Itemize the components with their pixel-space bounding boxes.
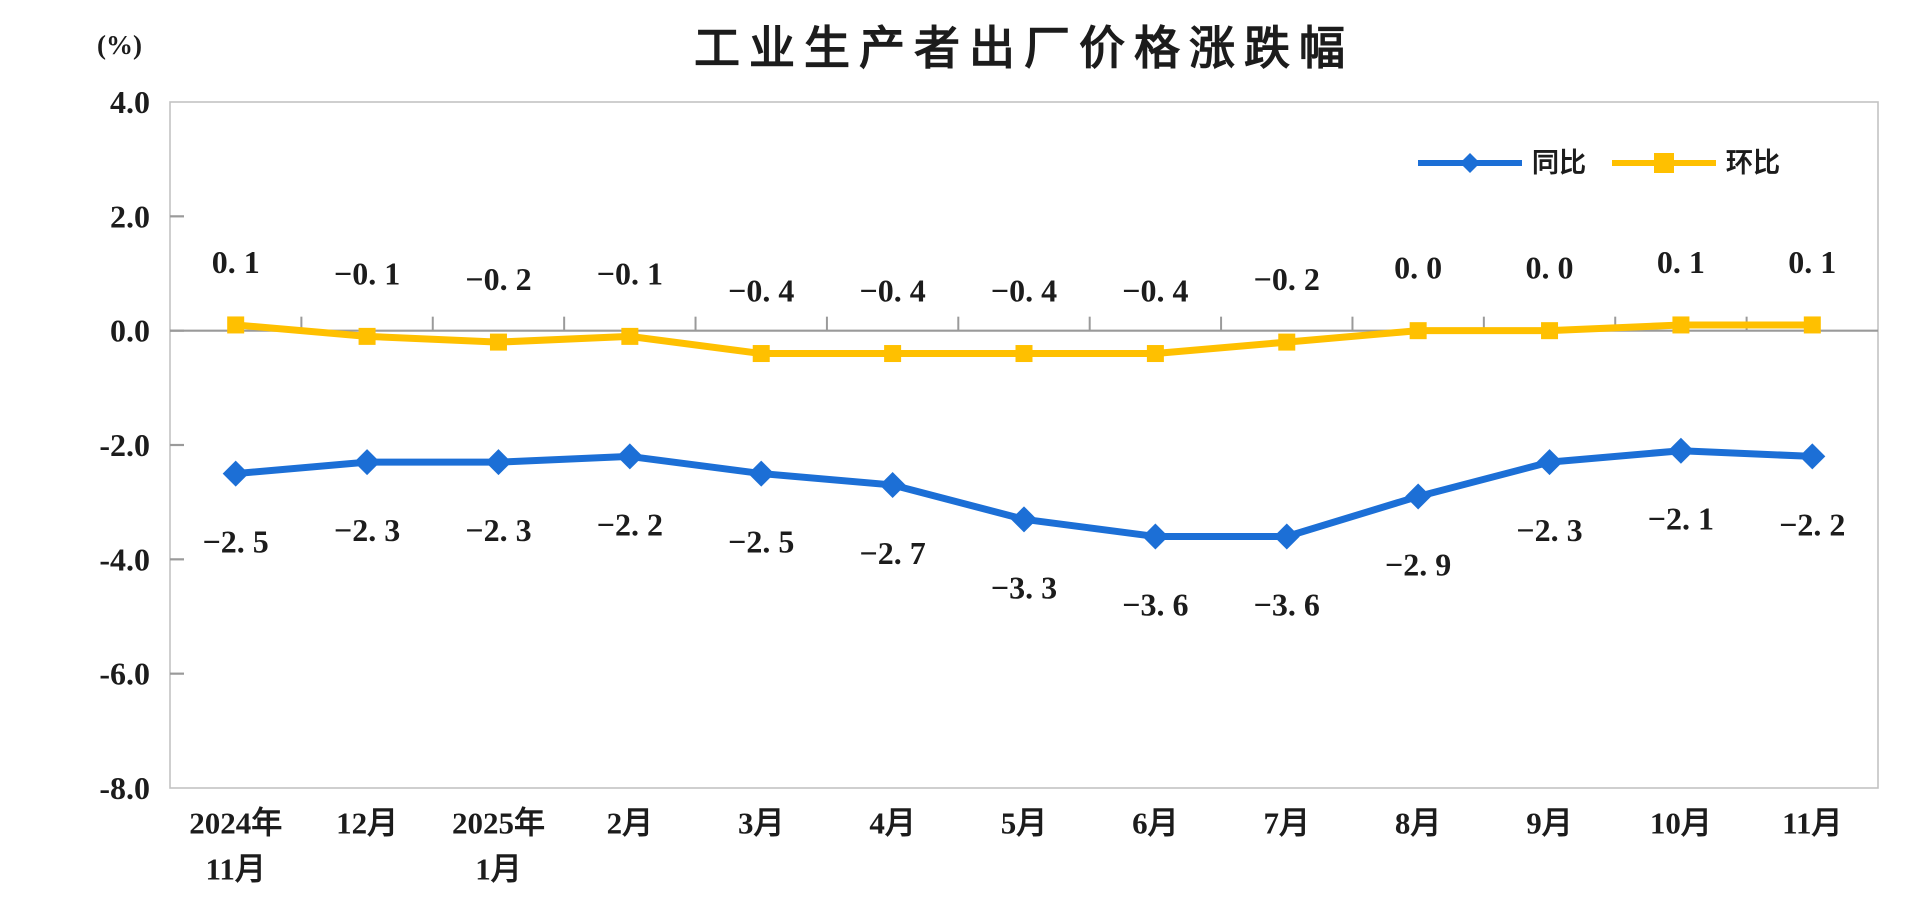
diamond-marker <box>1536 449 1563 476</box>
y-axis-tick-label: 4.0 <box>110 84 150 120</box>
legend-label: 环比 <box>1726 148 1780 178</box>
square-marker <box>489 333 507 351</box>
data-label-tongbi: −2. 1 <box>1648 501 1714 537</box>
data-label-huanbi: 0. 1 <box>1788 244 1836 280</box>
diamond-marker <box>1667 437 1694 464</box>
x-axis-label: 9月 <box>1526 806 1573 841</box>
chart-title: 工业生产者出厂价格涨跌幅 <box>694 22 1354 74</box>
data-label-tongbi: −2. 9 <box>1385 546 1451 582</box>
diamond-marker <box>1011 506 1037 533</box>
legend-square-icon <box>1654 153 1674 173</box>
y-axis-tick-label: -4.0 <box>99 541 150 577</box>
data-label-huanbi: −0. 4 <box>1122 273 1188 309</box>
data-label-huanbi: −0. 1 <box>597 255 663 291</box>
data-label-tongbi: −3. 6 <box>1254 586 1320 622</box>
data-label-huanbi: −0. 4 <box>991 273 1057 309</box>
square-marker <box>1015 345 1033 363</box>
data-label-huanbi: 0. 0 <box>1394 250 1442 286</box>
x-axis-label: 2025年 <box>452 806 545 841</box>
diamond-marker <box>616 443 643 470</box>
data-label-tongbi: −2. 5 <box>728 524 794 560</box>
x-axis-label: 4月 <box>869 806 916 841</box>
data-label-huanbi: −0. 2 <box>1254 261 1320 297</box>
diamond-marker <box>1405 483 1432 510</box>
square-marker <box>1541 322 1559 340</box>
data-label-tongbi: −3. 6 <box>1122 586 1188 622</box>
data-label-tongbi: −2. 5 <box>203 524 269 560</box>
diamond-marker <box>879 472 906 499</box>
square-marker <box>752 345 770 363</box>
data-label-huanbi: −0. 4 <box>859 273 925 309</box>
data-label-huanbi: 0. 0 <box>1526 250 1574 286</box>
data-label-huanbi: −0. 1 <box>334 255 400 291</box>
x-axis-label: 8月 <box>1395 806 1442 841</box>
x-axis-label: 12月 <box>336 806 398 841</box>
data-label-tongbi: −2. 2 <box>597 506 663 542</box>
x-axis-label: 5月 <box>1001 806 1048 841</box>
legend-diamond-icon <box>1460 153 1480 173</box>
x-axis-label: 2月 <box>607 806 654 841</box>
y-axis-tick-label: -8.0 <box>99 770 150 806</box>
data-label-tongbi: −2. 3 <box>1516 512 1582 548</box>
square-marker <box>1409 322 1427 340</box>
data-label-tongbi: −2. 2 <box>1779 506 1845 542</box>
data-label-tongbi: −2. 3 <box>334 512 400 548</box>
y-axis-tick-label: -2.0 <box>99 427 150 463</box>
diamond-marker <box>354 449 381 476</box>
y-axis-tick-label: 2.0 <box>110 198 150 234</box>
x-axis-label: 10月 <box>1650 806 1712 841</box>
diamond-marker <box>1799 443 1826 470</box>
x-axis-label: 1月 <box>475 852 522 887</box>
x-axis-label: 3月 <box>738 806 785 841</box>
square-marker <box>227 316 245 334</box>
square-marker <box>1278 333 1296 351</box>
square-marker <box>884 345 902 363</box>
diamond-marker <box>1273 523 1300 550</box>
diamond-marker <box>485 449 512 476</box>
diamond-marker <box>222 460 249 487</box>
data-label-tongbi: −2. 3 <box>465 512 531 548</box>
x-axis-label: 11月 <box>1782 806 1842 841</box>
plot-area-border <box>169 101 1879 789</box>
x-axis-label: 6月 <box>1132 806 1179 841</box>
x-axis-label: 7月 <box>1264 806 1311 841</box>
data-label-huanbi: 0. 1 <box>212 244 260 280</box>
y-axis-unit-label: (%) <box>97 30 142 60</box>
y-axis-tick-label: 0.0 <box>110 313 150 349</box>
square-marker <box>358 327 376 345</box>
data-label-huanbi: −0. 2 <box>465 261 531 297</box>
data-label-tongbi: −3. 3 <box>991 569 1057 605</box>
x-axis-label: 2024年 <box>189 806 282 841</box>
data-label-tongbi: −2. 7 <box>859 535 925 571</box>
square-marker <box>621 327 639 345</box>
square-marker <box>1672 316 1690 334</box>
square-marker <box>1803 316 1821 334</box>
legend-label: 同比 <box>1532 148 1586 178</box>
square-marker <box>1146 345 1164 363</box>
diamond-marker <box>1142 523 1169 550</box>
data-label-huanbi: 0. 1 <box>1657 244 1705 280</box>
y-axis-tick-label: -6.0 <box>99 656 150 692</box>
diamond-marker <box>748 460 775 487</box>
x-axis-label: 11月 <box>206 852 266 887</box>
data-label-huanbi: −0. 4 <box>728 273 794 309</box>
